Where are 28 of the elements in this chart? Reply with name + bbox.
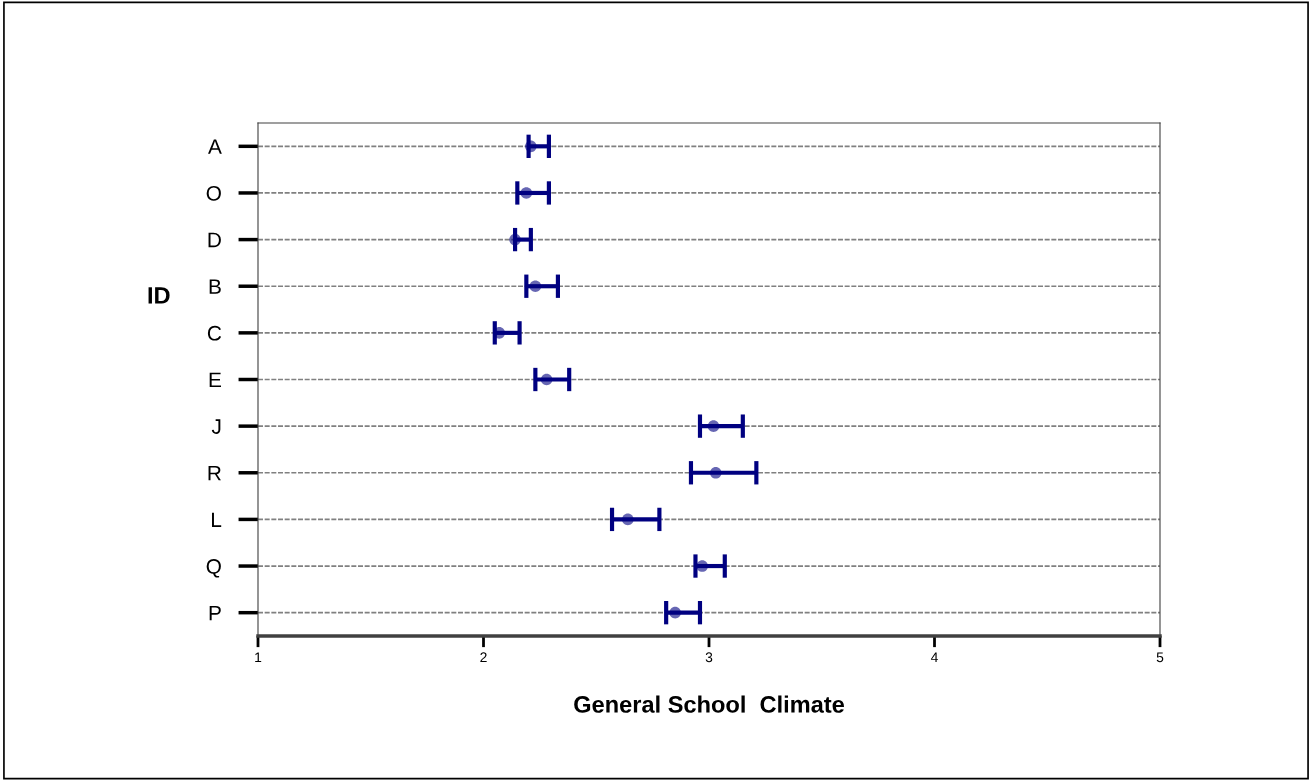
point	[622, 513, 634, 526]
point	[529, 280, 542, 293]
point	[525, 140, 537, 153]
point	[669, 606, 681, 619]
point	[709, 466, 722, 479]
point	[696, 560, 709, 572]
point	[509, 233, 521, 246]
x-tick-label: 1	[255, 652, 262, 663]
x-tick-label: 4	[930, 652, 938, 663]
y-tick-label: C	[207, 325, 222, 341]
y-tick-label: D	[208, 232, 221, 248]
y-tick-label: R	[208, 465, 221, 481]
y-tick-label: B	[209, 279, 221, 294]
point	[707, 420, 720, 432]
x-axis-title: General School Climate	[574, 695, 845, 713]
x-tick-label: 3	[705, 652, 713, 663]
y-tick-label: Q	[206, 559, 221, 578]
y-tick-label: L	[212, 512, 222, 527]
x-tick-label: 2	[480, 652, 487, 663]
point	[540, 373, 553, 386]
y-tick-label: J	[211, 419, 221, 434]
y-tick-label: E	[209, 372, 221, 388]
y-axis-title: ID	[148, 287, 170, 304]
x-tick-label: 5	[1156, 652, 1164, 663]
y-tick-label: O	[206, 185, 221, 201]
y-tick-label: A	[208, 139, 222, 154]
point	[520, 187, 533, 199]
y-tick-label: P	[209, 605, 221, 621]
